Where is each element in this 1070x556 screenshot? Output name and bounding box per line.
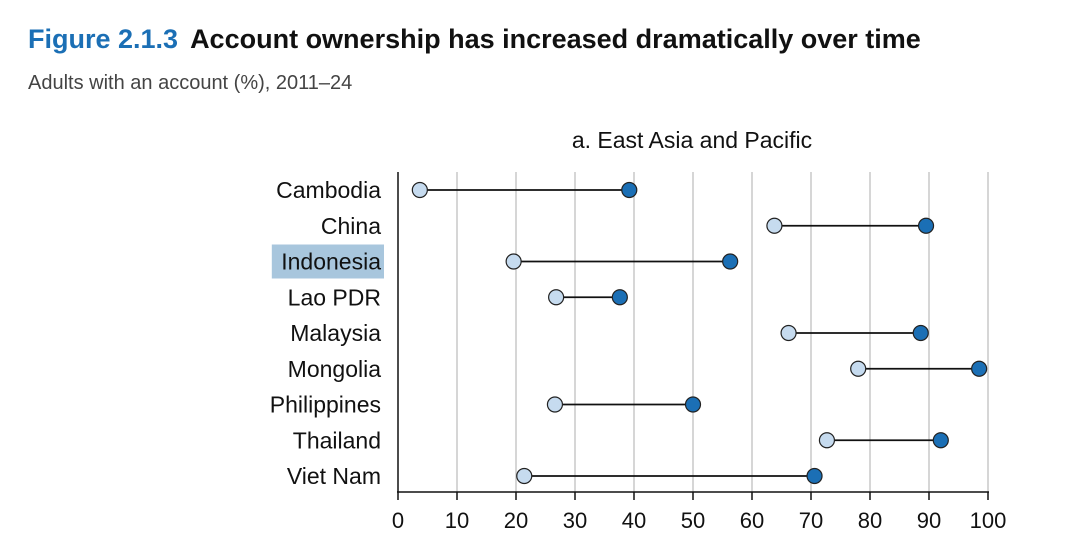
start-value-point: [546, 396, 564, 413]
start-value-point: [505, 253, 522, 270]
category-label: Thailand: [293, 427, 381, 453]
start-value-point: [780, 324, 797, 342]
start-value-point: [516, 467, 533, 485]
category-label: Viet Nam: [287, 463, 381, 489]
panel-title: a. East Asia and Pacific: [572, 127, 812, 153]
figure-title-text: Account ownership has increased dramatic…: [190, 24, 921, 54]
category-labels: Cambodia China Indonesia Lao PDR Malaysia Mon…: [270, 177, 381, 489]
x-tick-label: 40: [622, 508, 646, 533]
category-label: Indonesia: [281, 249, 381, 275]
category-label: China: [321, 213, 381, 239]
end-value-point: [806, 467, 823, 485]
category-label: Philippines: [270, 392, 381, 418]
figure-title: Figure 2.1.3 Account ownership has increa…: [28, 24, 921, 55]
end-value-point: [621, 181, 638, 199]
x-tick-label: 100: [970, 508, 1007, 533]
x-tick-label: 0: [392, 508, 404, 533]
x-tick-label: 10: [445, 508, 469, 533]
category-label: Mongolia: [288, 356, 382, 382]
end-value-point: [722, 253, 739, 270]
end-value-point: [912, 324, 929, 342]
figure-subtitle: Adults with an account (%), 2011–24: [28, 72, 353, 94]
x-tick-label: 30: [563, 508, 587, 533]
end-value-point: [971, 360, 988, 377]
x-axis: 0 10 20 30 40 50 60 70 80 90 100: [392, 172, 1006, 533]
x-tick-label: 80: [858, 508, 882, 533]
start-value-point: [766, 217, 783, 234]
x-tick-label: 60: [740, 508, 764, 533]
category-label: Malaysia: [290, 320, 381, 346]
x-tick-label: 20: [504, 508, 528, 533]
figure-number: Figure 2.1.3: [28, 24, 179, 54]
x-tick-label: 90: [917, 508, 941, 533]
start-value-point: [548, 289, 565, 306]
grid-lines: [456, 172, 989, 492]
category-label: Cambodia: [276, 177, 381, 203]
category-label: Lao PDR: [288, 284, 381, 310]
data-marks: [411, 181, 988, 485]
x-tick-label: 50: [681, 508, 705, 533]
highlight-layer: [271, 244, 384, 279]
start-value-point: [850, 360, 867, 377]
end-value-point: [611, 289, 628, 306]
end-value-point: [932, 432, 949, 449]
start-value-point: [411, 181, 428, 199]
start-value-point: [818, 432, 836, 449]
end-value-point: [917, 217, 935, 234]
x-tick-label: 70: [799, 508, 823, 533]
category-highlight: [271, 244, 384, 279]
end-value-point: [684, 396, 702, 413]
